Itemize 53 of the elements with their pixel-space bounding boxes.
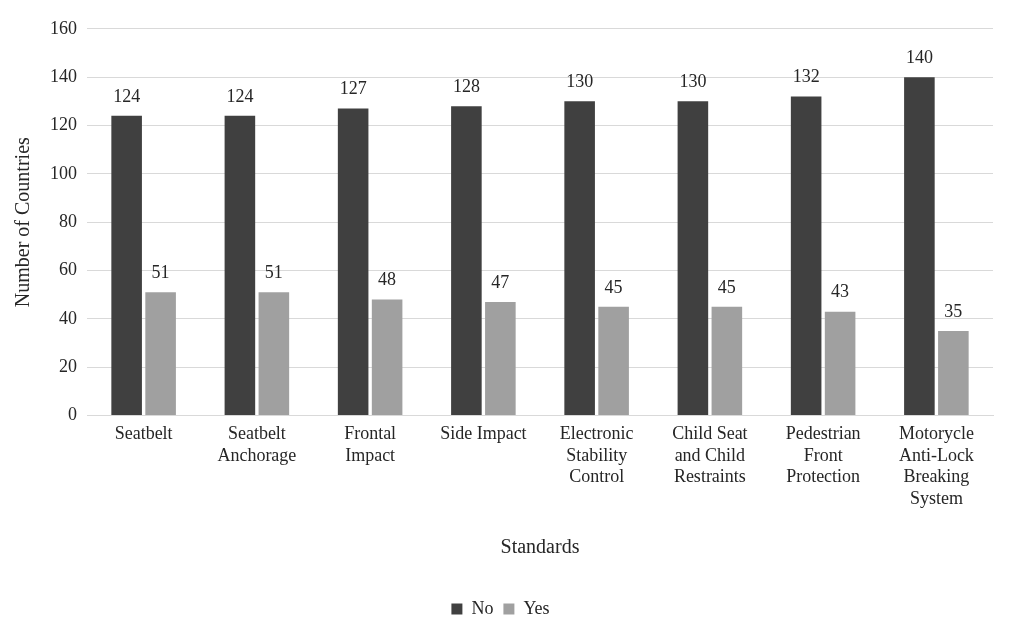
data-label: 35 <box>944 300 963 321</box>
bar <box>337 108 369 416</box>
bar <box>938 330 969 416</box>
y-tick-label: 80 <box>59 210 77 231</box>
x-tick-label: Frontal Impact <box>344 423 397 465</box>
y-axis-title: Number of Countries <box>11 137 34 308</box>
y-tick-label: 60 <box>59 259 77 280</box>
data-label: 127 <box>339 78 367 99</box>
bar <box>451 106 482 416</box>
legend-label: No <box>471 597 494 618</box>
x-tick-label: Motorycle Anti-Lock Breaking System <box>898 423 974 508</box>
bar <box>258 292 290 416</box>
bar <box>485 301 516 416</box>
y-tick-label: 20 <box>59 355 77 376</box>
bar <box>111 115 142 416</box>
x-tick-label: Side Impact <box>440 423 527 444</box>
x-tick-label: Seatbelt <box>114 423 173 444</box>
x-tick-label: Pedestrian Front Protection <box>785 423 861 487</box>
data-label: 51 <box>151 262 170 283</box>
y-tick-label: 140 <box>50 65 77 86</box>
y-tick-label: 0 <box>68 404 77 425</box>
data-label: 43 <box>831 281 850 302</box>
y-tick-label: 40 <box>59 307 77 328</box>
data-label: 48 <box>378 269 397 290</box>
bar <box>564 101 595 416</box>
data-label: 47 <box>491 271 510 292</box>
data-label: 45 <box>604 276 623 297</box>
y-tick-label: 100 <box>50 162 77 183</box>
data-label: 132 <box>792 66 820 87</box>
bar <box>711 306 743 416</box>
bar <box>824 311 856 416</box>
x-axis-title: Standards <box>500 535 580 558</box>
bar <box>598 306 629 416</box>
bar <box>677 101 709 416</box>
bar <box>224 115 256 416</box>
bar <box>145 292 176 416</box>
data-label: 130 <box>566 71 594 92</box>
x-tick-label: Child Seat and Child Restraints <box>672 423 748 487</box>
x-tick-label: Electronic Stability Control <box>559 423 634 487</box>
bar <box>371 299 403 416</box>
data-label: 124 <box>113 85 141 106</box>
legend-label: Yes <box>523 597 550 618</box>
data-label: 128 <box>452 75 480 96</box>
data-label: 140 <box>905 46 933 67</box>
bar <box>904 77 935 416</box>
y-tick-label: 120 <box>50 114 77 135</box>
bar <box>790 96 822 416</box>
data-label: 45 <box>717 276 736 297</box>
y-tick-label: 160 <box>50 17 77 38</box>
data-label: 130 <box>679 71 707 92</box>
data-label: 124 <box>226 85 254 106</box>
x-tick-label: Seatbelt Anchorage <box>217 423 297 465</box>
data-label: 51 <box>264 262 283 283</box>
